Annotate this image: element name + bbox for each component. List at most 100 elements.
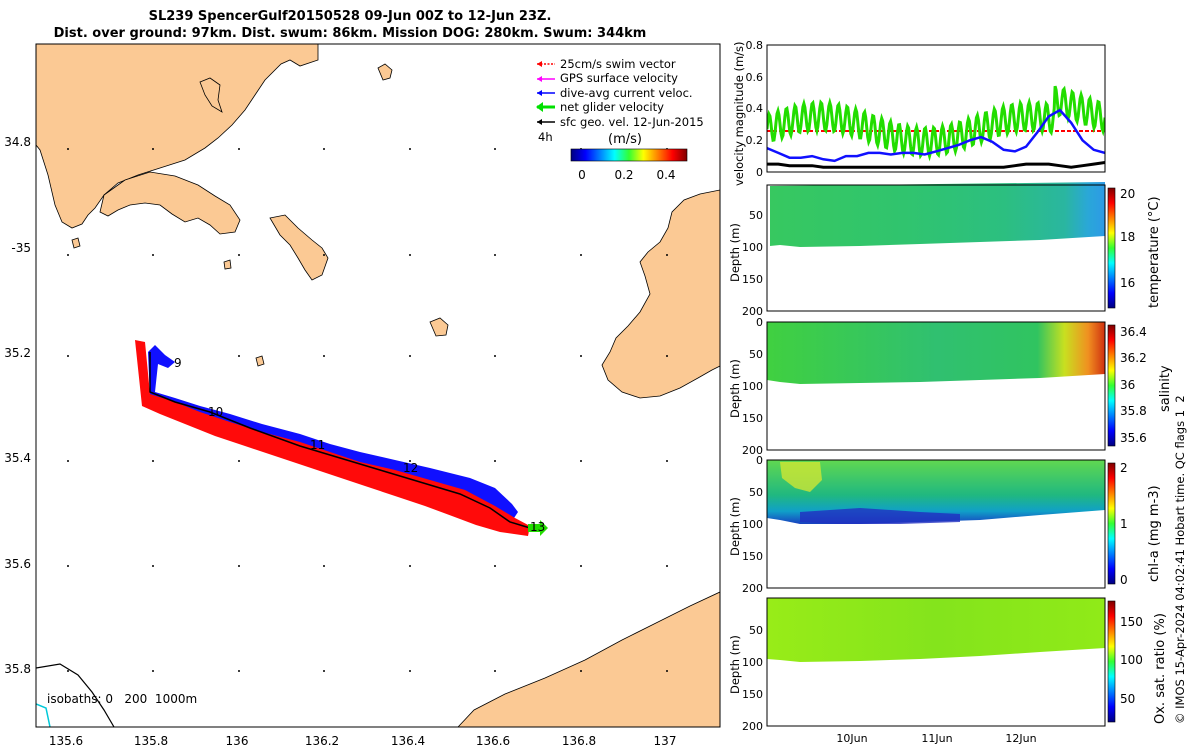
grid-dot: [666, 460, 668, 462]
temperature-field: [770, 182, 1105, 247]
svg-text:net glider velocity: net glider velocity: [560, 100, 664, 114]
svg-text:sfc geo. vel. 12-Jun-2015: sfc geo. vel. 12-Jun-2015: [560, 115, 704, 129]
svg-text:18: 18: [1120, 230, 1135, 244]
svg-text:100: 100: [742, 380, 763, 393]
chla-panel: 0 50 100 150 200 Depth (m) 2 1 0 chl-a (…: [728, 454, 1162, 595]
svg-text:0.4: 0.4: [746, 102, 764, 115]
land-island-2: [269, 214, 329, 281]
grid-dot: [580, 355, 582, 357]
chla-colorbar: [1107, 462, 1116, 585]
grid-dot: [238, 670, 240, 672]
grid-dot: [67, 460, 69, 462]
grid-dot: [67, 565, 69, 567]
svg-text:36.4: 36.4: [1120, 325, 1147, 339]
land-eyre-peninsula: [36, 44, 319, 229]
sfc-geo-vel-line: [767, 161, 1105, 169]
svg-text:20: 20: [1120, 187, 1135, 201]
salinity-colorbar: [1107, 324, 1116, 447]
grid-dot: [409, 254, 411, 256]
grid-dot: [409, 670, 411, 672]
oxygen-y-label: Depth (m): [728, 635, 742, 694]
svg-text:200: 200: [742, 582, 763, 595]
svg-text:0: 0: [756, 166, 763, 179]
grid-dot: [409, 355, 411, 357]
grid-dot: [666, 670, 668, 672]
svg-text:35.6: 35.6: [1120, 431, 1147, 445]
grid-dot: [666, 355, 668, 357]
grid-dot: [323, 565, 325, 567]
svg-text:150: 150: [742, 273, 763, 286]
svg-text:150: 150: [1120, 615, 1143, 629]
salinity-y-label: Depth (m): [728, 359, 742, 418]
day-label-13: 13: [530, 520, 545, 534]
svg-text:25cm/s swim vector: 25cm/s swim vector: [560, 57, 676, 71]
svg-text:0: 0: [1120, 573, 1128, 587]
svg-text:50: 50: [749, 348, 763, 361]
legend-swim-vector: 25cm/s swim vector: [537, 57, 676, 71]
day-label-9: 9: [174, 356, 182, 370]
grid-dot: [666, 565, 668, 567]
grid-dot: [67, 254, 69, 256]
colorbar-tick-0: 0: [578, 168, 586, 182]
grid-dot: [580, 460, 582, 462]
svg-text:50: 50: [749, 486, 763, 499]
svg-text:50: 50: [749, 624, 763, 637]
oxygen-panel: 50 100 150 200 Depth (m) 10Jun 11Jun 12J…: [728, 597, 1168, 745]
x-tick-137: 137: [654, 734, 677, 748]
svg-text:1: 1: [1120, 517, 1128, 531]
chart-subtitle: Dist. over ground: 97km. Dist. swum: 86k…: [53, 26, 647, 41]
day-labels: 9 10 11 12 13: [174, 356, 545, 534]
grid-dot: [323, 254, 325, 256]
oxygen-cb-ticks: 150 100 50: [1120, 615, 1143, 706]
x-tick-10jun: 10Jun: [836, 732, 867, 745]
grid-dot: [323, 148, 325, 150]
grid-dot: [152, 460, 154, 462]
map-y-ticks: 34.8 -35 35.2 35.4 35.6 35.8: [4, 135, 31, 676]
grid-dot: [152, 148, 154, 150]
day-label-11: 11: [310, 438, 325, 452]
glider-track: [135, 340, 548, 536]
grid-dot: [238, 148, 240, 150]
x-tick-12jun: 12Jun: [1005, 732, 1036, 745]
y-tick-35.8: 35.8: [4, 662, 31, 676]
salinity-field: [767, 322, 1105, 384]
land-eyre-south-lobe: [99, 171, 241, 235]
isobath-deep-line: [36, 703, 51, 727]
svg-text:2: 2: [1120, 461, 1128, 475]
svg-text:dive-avg current veloc.: dive-avg current veloc.: [560, 86, 693, 100]
isobath-line: [36, 663, 115, 727]
x-tick-136.8: 136.8: [562, 734, 596, 748]
svg-text:200: 200: [742, 720, 763, 733]
svg-text:100: 100: [1120, 653, 1143, 667]
svg-text:0.8: 0.8: [746, 39, 764, 52]
chla-cb-label: chl-a (mg m-3): [1147, 485, 1162, 582]
grid-dot: [494, 565, 496, 567]
svg-text:200: 200: [742, 444, 763, 457]
salinity-y-ticks: 0 50 100 150 200: [742, 316, 763, 457]
colorbar-tick-0.2: 0.2: [614, 168, 633, 182]
land-island-4: [429, 317, 449, 337]
svg-text:50: 50: [1120, 692, 1135, 706]
land-small-island-mid: [223, 259, 232, 270]
grid-dot: [238, 565, 240, 567]
salinity-panel: 0 50 100 150 200 Depth (m) 36.4 36.2 36 …: [728, 316, 1173, 457]
x-tick-136.4: 136.4: [391, 734, 425, 748]
x-tick-135.6: 135.6: [49, 734, 83, 748]
svg-text:100: 100: [742, 656, 763, 669]
grid-dot: [238, 355, 240, 357]
temperature-cb-label: temperature (°C): [1147, 196, 1162, 308]
oxygen-cb-label: Ox. sat. ratio (%): [1153, 613, 1168, 724]
grid-dot: [494, 670, 496, 672]
x-tick-136: 136: [226, 734, 249, 748]
map-x-ticks: 135.6 135.8 136 136.2 136.4 136.6 136.8 …: [49, 734, 677, 748]
svg-text:0: 0: [756, 316, 763, 329]
temperature-y-ticks: 50 100 150 200: [742, 209, 763, 318]
salinity-cb-label: salinity: [1158, 365, 1173, 412]
x-tick-135.8: 135.8: [134, 734, 168, 748]
grid-dot: [67, 670, 69, 672]
y-tick-35.6: 35.6: [4, 557, 31, 571]
svg-text:0.2: 0.2: [746, 134, 764, 147]
grid-dot: [152, 254, 154, 256]
colorbar-tick-0.4: 0.4: [656, 168, 675, 182]
